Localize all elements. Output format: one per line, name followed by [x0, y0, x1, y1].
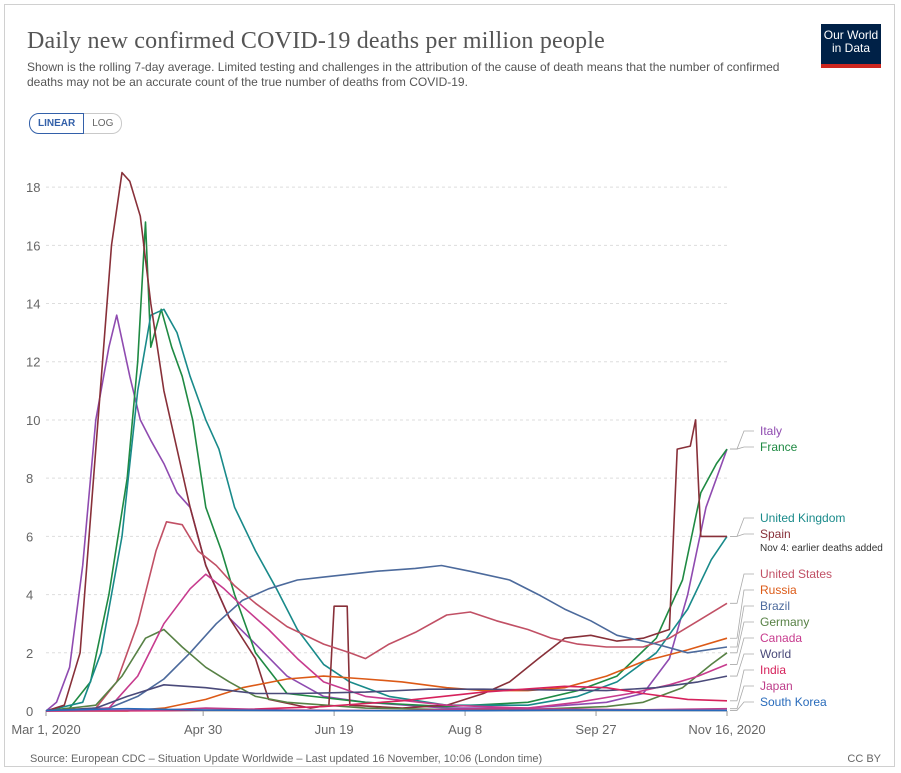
legend-label-world: World: [760, 647, 791, 661]
legend-connector: [730, 621, 754, 654]
y-tick-label: 16: [26, 238, 40, 253]
chart-frame: [4, 4, 895, 767]
legend-label-russia: Russia: [760, 583, 797, 597]
series-line-france: [45, 221, 728, 712]
x-tick-label: Mar 1, 2020: [11, 722, 80, 737]
y-tick-label: 12: [26, 355, 40, 370]
series-line-spain: [45, 171, 727, 712]
legend-label-united-kingdom: United Kingdom: [760, 511, 845, 525]
series-line-united-kingdom: [45, 308, 728, 712]
legend-label-france: France: [760, 440, 798, 454]
x-tick-label: Aug 8: [448, 722, 482, 737]
legend-label-canada: Canada: [760, 631, 802, 645]
legend-label-south-korea: South Korea: [760, 695, 827, 709]
legend-connector: [730, 573, 754, 604]
x-tick-label: Sep 27: [575, 722, 616, 737]
legend-connector: [730, 605, 754, 648]
series-line-united-states: [45, 521, 728, 712]
legend-connector: [730, 446, 754, 450]
legend-connector: [730, 653, 754, 677]
x-tick-label: Jun 19: [315, 722, 354, 737]
series-line-south-korea: [45, 707, 728, 712]
legend-label-italy: Italy: [760, 424, 782, 438]
logo-line-1: Our World: [823, 28, 879, 42]
y-tick-label: 10: [26, 413, 40, 428]
legend-label-brazil: Brazil: [760, 599, 790, 613]
legend-label-united-states: United States: [760, 567, 832, 581]
series-line-italy: [45, 314, 728, 712]
y-tick-label: 8: [26, 471, 33, 486]
chart-title: Daily new confirmed COVID-19 deaths per …: [27, 28, 605, 54]
y-tick-label: 6: [26, 529, 33, 544]
linear-button[interactable]: LINEAR: [29, 113, 85, 134]
legend-connector: [730, 701, 754, 711]
log-button[interactable]: LOG: [84, 113, 123, 134]
series-line-canada: [45, 573, 728, 712]
y-tick-label: 18: [26, 180, 40, 195]
x-tick-label: Nov 16, 2020: [688, 722, 765, 737]
owid-logo[interactable]: Our World in Data: [821, 24, 881, 68]
annotation-note: Nov 4: earlier deaths added: [760, 543, 883, 554]
legend-label-spain: Spain: [760, 527, 791, 541]
y-tick-label: 4: [26, 588, 33, 603]
legend-label-germany: Germany: [760, 615, 809, 629]
legend-connector: [730, 637, 754, 665]
legend-connector: [730, 533, 754, 537]
source-note: Source: European CDC – Situation Update …: [30, 753, 543, 765]
chart-subtitle: Shown is the rolling 7-day average. Limi…: [27, 60, 780, 89]
logo-line-2: in Data: [831, 41, 871, 55]
x-tick-label: Apr 30: [184, 722, 222, 737]
legend-label-india: India: [760, 663, 786, 677]
y-tick-label: 0: [26, 704, 33, 719]
y-tick-label: 2: [26, 646, 33, 661]
legend-label-japan: Japan: [760, 679, 793, 693]
legend-connector: [730, 669, 754, 702]
legend-connector: [730, 589, 754, 639]
y-tick-label: 14: [26, 297, 40, 312]
series-line-world: [45, 675, 728, 712]
license-label: CC BY: [847, 753, 881, 765]
series-line-russia: [46, 637, 728, 712]
series-line-germany: [45, 628, 728, 712]
scale-toggle: LINEAR LOG: [29, 113, 123, 134]
legend-connector: [730, 430, 754, 450]
series-line-brazil: [45, 564, 728, 712]
legend-connector: [730, 685, 754, 710]
